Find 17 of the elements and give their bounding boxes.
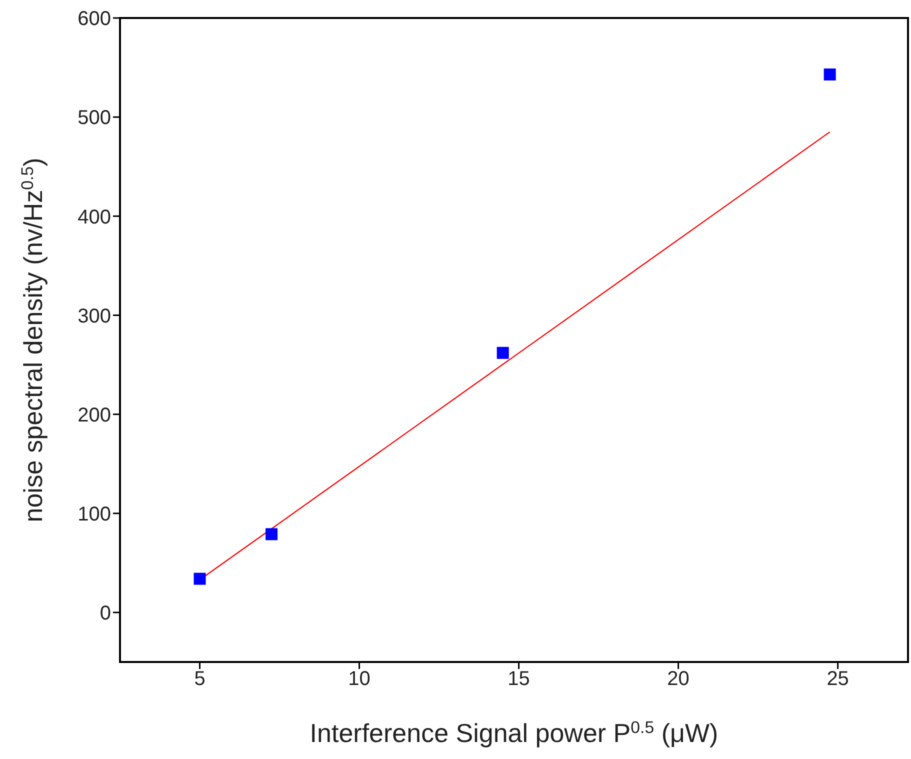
x-tick-label: 20: [667, 668, 690, 690]
y-tick-label: 0: [100, 602, 111, 625]
x-tick-label: 15: [508, 668, 530, 690]
y-tick-label: 400: [78, 206, 111, 228]
y-tick-label: 100: [78, 503, 111, 526]
point: [266, 528, 278, 540]
x-tick-label: 5: [194, 668, 206, 690]
y-tick-label: 200: [78, 404, 111, 426]
x-axis-title: Interference Signal power P$^{0.5}$ (μW): [310, 718, 718, 748]
point: [496, 346, 509, 359]
x-tick-label: 10: [348, 668, 370, 690]
point: [194, 572, 206, 585]
point: [824, 68, 836, 80]
x-tick-label: 25: [826, 668, 849, 690]
y-tick-label: 300: [78, 305, 111, 328]
y-tick-label: 600: [78, 8, 111, 30]
y-tick-label: 500: [78, 107, 111, 130]
